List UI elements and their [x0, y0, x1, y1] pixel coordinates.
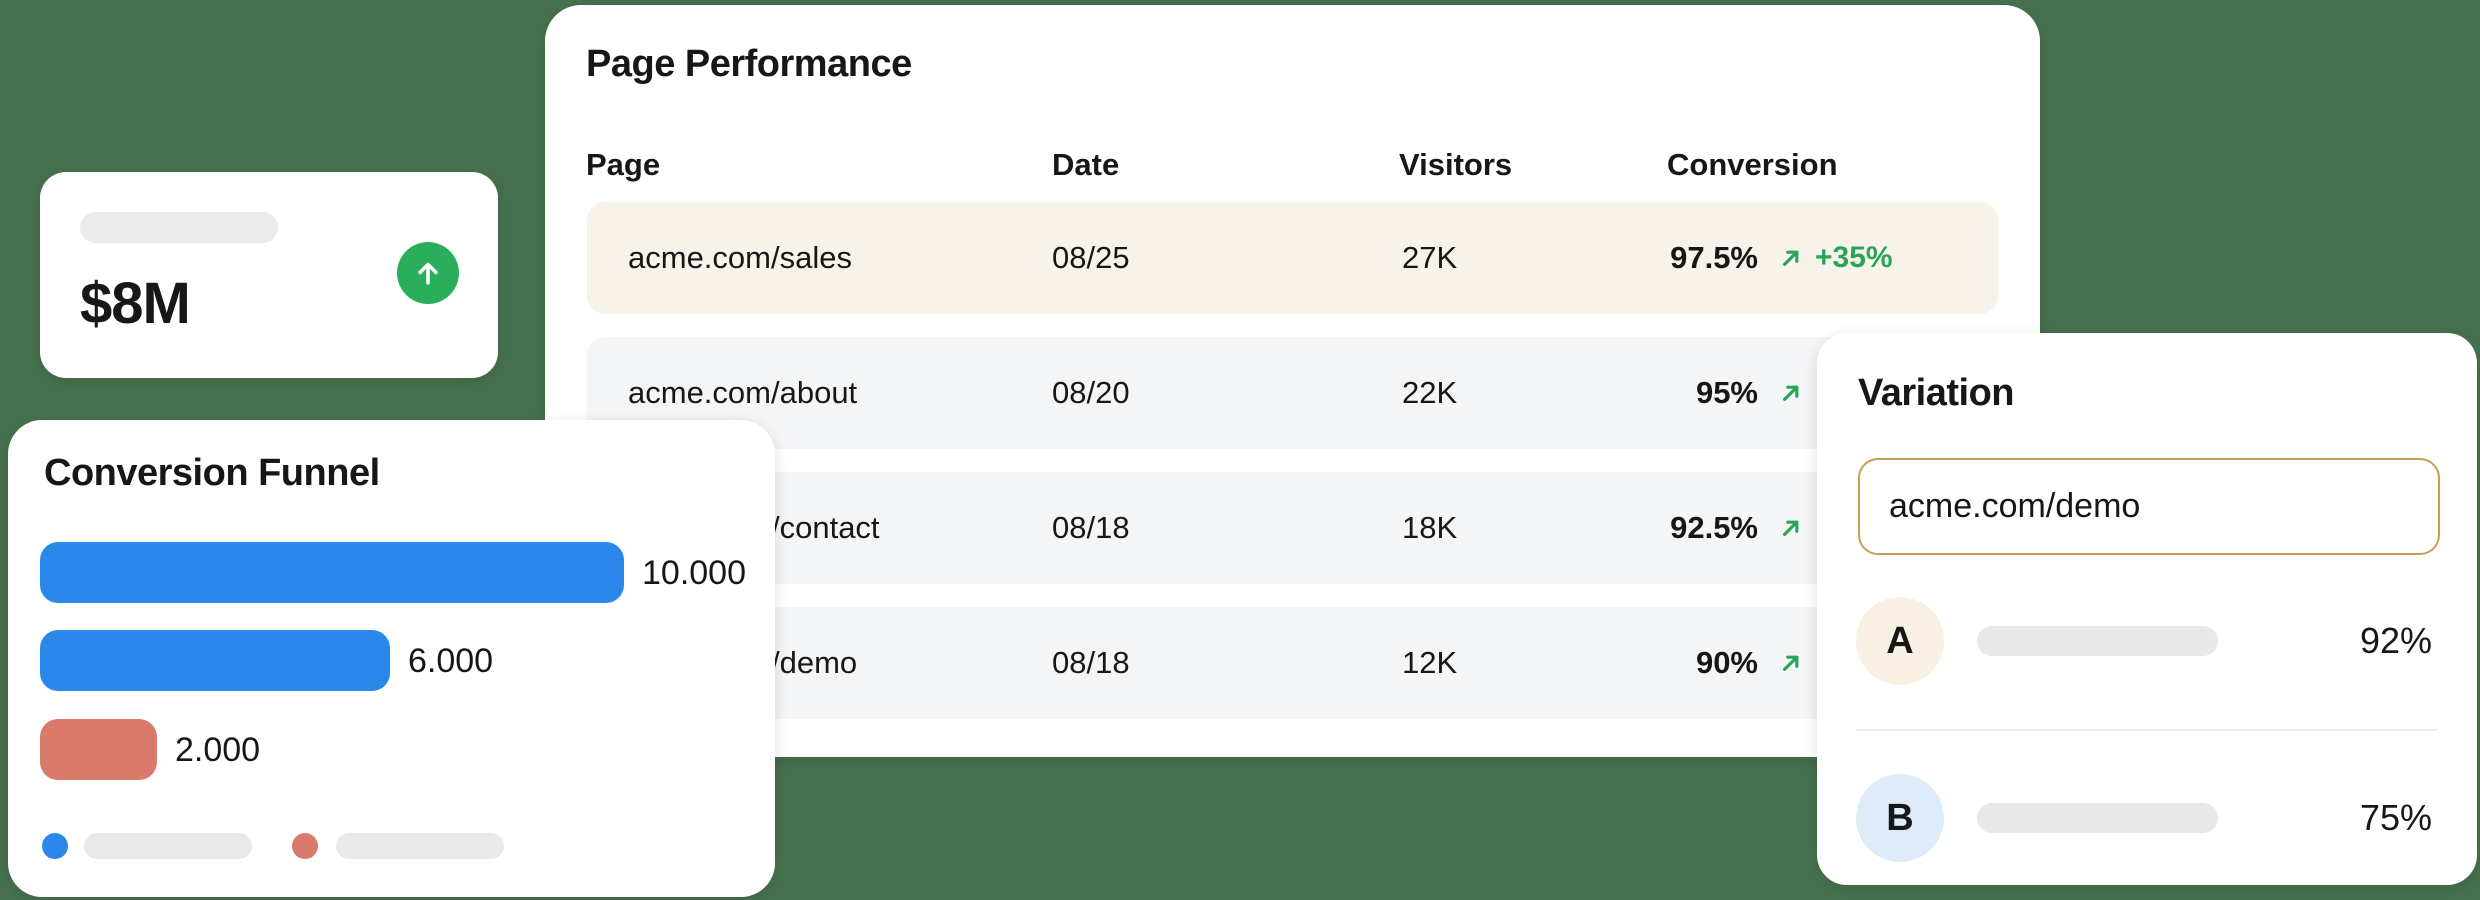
- legend-dot-blue: [42, 833, 68, 859]
- legend-label-placeholder: [336, 833, 504, 859]
- arrow-up-badge: [397, 242, 459, 304]
- variant-a-value: 92%: [2359, 620, 2432, 661]
- funnel-bar: [40, 719, 157, 780]
- column-header-page: Page: [586, 147, 661, 182]
- table-row[interactable]: acme.com/demo 08/18 12K 90%: [587, 607, 1998, 719]
- cell-visitors: 22K: [1402, 375, 1458, 410]
- column-header-date: Date: [1052, 147, 1120, 182]
- cell-visitors: 27K: [1402, 240, 1458, 275]
- trend-up-icon: [1777, 514, 1805, 542]
- cell-visitors: 18K: [1402, 510, 1458, 545]
- cell-date: 08/18: [1052, 510, 1130, 545]
- revenue-stat-card: $8M: [40, 172, 498, 378]
- variation-card: Variation A 92% B 75%: [1817, 333, 2477, 885]
- legend-label-placeholder: [84, 833, 252, 859]
- arrow-up-icon: [411, 256, 445, 290]
- funnel-bar: [40, 630, 390, 691]
- column-header-visitors: Visitors: [1399, 147, 1513, 182]
- funnel-bar-row: 2.000: [40, 719, 260, 780]
- legend-dot-salmon: [292, 833, 318, 859]
- variation-title: Variation: [1858, 372, 2015, 414]
- variant-b-label: B: [1886, 796, 1914, 839]
- skeleton-label-placeholder: [80, 212, 278, 243]
- page-performance-card: Page Performance Page Date Visitors Conv…: [545, 5, 2040, 757]
- table-row[interactable]: acme.com/sales 08/25 27K 97.5% +35%: [587, 202, 1998, 314]
- cell-page-url: acme.com/sales: [628, 240, 852, 275]
- row-divider: [1856, 729, 2438, 731]
- cell-page-url: acme.com/about: [628, 375, 858, 410]
- column-header-conversion: Conversion: [1667, 147, 1838, 182]
- cell-date: 08/20: [1052, 375, 1130, 410]
- trend-up-icon: [1777, 379, 1805, 407]
- cell-conversion: 90%: [1695, 645, 1758, 680]
- cell-date: 08/18: [1052, 645, 1130, 680]
- conversion-funnel-card: Conversion Funnel 10.000 6.000 2.000: [8, 420, 775, 897]
- cell-visitors: 12K: [1402, 645, 1458, 680]
- funnel-bar-row: 10.000: [40, 542, 746, 603]
- skeleton-bar-placeholder: [1977, 803, 2218, 833]
- variant-a-avatar: A: [1856, 597, 1944, 685]
- funnel-bar: [40, 542, 624, 603]
- funnel-bar-row: 6.000: [40, 630, 493, 691]
- cell-conversion: 97.5%: [1670, 240, 1758, 275]
- funnel-bar-label: 10.000: [642, 553, 746, 592]
- trend-up-icon: [1777, 244, 1805, 272]
- revenue-value: $8M: [80, 271, 191, 336]
- variation-url-input[interactable]: [1858, 458, 2440, 555]
- page-performance-title: Page Performance: [586, 43, 912, 85]
- cell-date: 08/25: [1052, 240, 1130, 275]
- funnel-bar-label: 6.000: [408, 641, 494, 680]
- variant-a-label: A: [1886, 619, 1914, 662]
- cell-conversion: 92.5%: [1670, 510, 1758, 545]
- trend-up-icon: [1777, 649, 1805, 677]
- funnel-bar-label: 2.000: [175, 730, 261, 769]
- cell-conversion: 95%: [1695, 375, 1758, 410]
- trend-change-value: +35%: [1815, 241, 1893, 274]
- table-row[interactable]: acme.com/about 08/20 22K 95%: [587, 337, 1998, 449]
- skeleton-bar-placeholder: [1977, 626, 2218, 656]
- variant-b-avatar: B: [1856, 774, 1944, 862]
- variant-b-value: 75%: [2359, 797, 2432, 838]
- conversion-funnel-title: Conversion Funnel: [44, 452, 380, 494]
- table-row[interactable]: acme.com/contact 08/18 18K 92.5%: [587, 472, 1998, 584]
